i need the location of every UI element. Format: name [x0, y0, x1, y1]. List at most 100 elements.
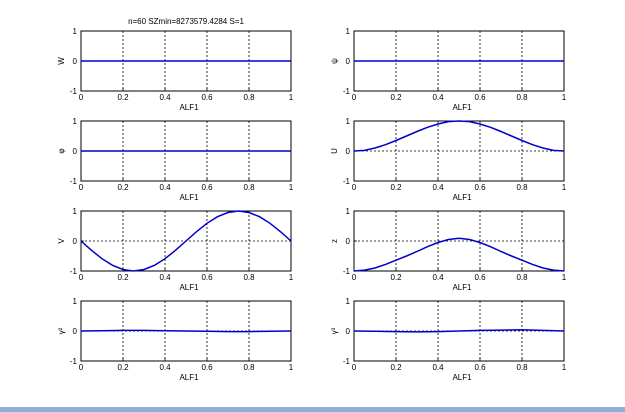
x-tick-label: 0.4 — [159, 363, 171, 372]
x-tick-label: 0.4 — [432, 183, 444, 192]
x-tick-label: 1 — [562, 183, 567, 192]
x-axis-label: ALF1 — [179, 283, 199, 292]
x-axis-label: ALF1 — [179, 193, 199, 202]
x-tick-label: 0.4 — [159, 183, 171, 192]
y-tick-label: 0 — [346, 237, 351, 246]
y-axis-label: γ³ — [330, 327, 339, 334]
x-tick-label: 0.8 — [243, 183, 255, 192]
y-axis-label: W — [57, 57, 66, 65]
series-line — [353, 329, 565, 333]
x-tick-label: 0.4 — [159, 273, 171, 282]
x-tick-label: 0.6 — [474, 93, 486, 102]
series-line — [353, 237, 565, 272]
x-tick-label: 0.2 — [117, 183, 129, 192]
y-tick-label: 1 — [346, 117, 351, 126]
x-tick-label: 0 — [79, 183, 84, 192]
y-tick-label: 1 — [73, 27, 78, 36]
x-tick-label: 0.8 — [243, 363, 255, 372]
y-tick-label: 0 — [73, 327, 78, 336]
x-tick-label: 0.8 — [516, 183, 528, 192]
x-tick-label: 0.8 — [516, 363, 528, 372]
y-tick-label: -1 — [343, 87, 351, 96]
x-tick-label: 0.2 — [390, 363, 402, 372]
y-tick-label: -1 — [70, 177, 78, 186]
x-tick-label: 0.8 — [516, 93, 528, 102]
x-tick-label: 1 — [289, 183, 294, 192]
y-tick-label: 1 — [346, 27, 351, 36]
x-tick-label: 0.2 — [390, 273, 402, 282]
x-tick-label: 0.8 — [243, 93, 255, 102]
x-tick-label: 0.6 — [474, 363, 486, 372]
x-tick-label: 0.4 — [159, 93, 171, 102]
y-tick-label: -1 — [343, 267, 351, 276]
figure-title: n=60 SZmin=8273579.4284 S=1 — [128, 17, 244, 26]
series-line — [80, 210, 292, 272]
x-tick-label: 0.2 — [390, 183, 402, 192]
x-tick-label: 1 — [289, 363, 294, 372]
y-tick-label: -1 — [70, 87, 78, 96]
x-axis-label: ALF1 — [179, 373, 199, 382]
x-tick-label: 0.2 — [117, 363, 129, 372]
x-tick-label: 1 — [289, 273, 294, 282]
x-tick-label: 0 — [352, 93, 357, 102]
y-tick-label: 0 — [73, 237, 78, 246]
series-line — [353, 120, 565, 152]
series-line — [80, 329, 292, 333]
y-axis-label: γ² — [57, 327, 66, 334]
x-tick-label: 0.6 — [474, 273, 486, 282]
x-tick-label: 0.4 — [432, 273, 444, 282]
y-tick-label: 0 — [73, 57, 78, 66]
x-axis-label: ALF1 — [452, 193, 472, 202]
x-tick-label: 0.6 — [201, 363, 213, 372]
y-tick-label: 1 — [73, 297, 78, 306]
x-tick-label: 0 — [352, 363, 357, 372]
y-tick-label: 1 — [346, 297, 351, 306]
x-tick-label: 0.2 — [117, 273, 129, 282]
x-tick-label: 0 — [79, 93, 84, 102]
x-tick-label: 0.8 — [243, 273, 255, 282]
x-tick-label: 1 — [562, 273, 567, 282]
y-tick-label: 1 — [73, 207, 78, 216]
x-tick-label: 0 — [352, 183, 357, 192]
x-axis-label: ALF1 — [452, 373, 472, 382]
y-axis-label: V — [57, 238, 66, 244]
y-tick-label: 0 — [73, 147, 78, 156]
y-tick-label: -1 — [70, 267, 78, 276]
x-tick-label: 0.6 — [474, 183, 486, 192]
x-tick-label: 0.6 — [201, 273, 213, 282]
y-tick-label: -1 — [343, 357, 351, 366]
x-tick-label: 0 — [352, 273, 357, 282]
x-axis-label: ALF1 — [452, 103, 472, 112]
x-tick-label: 0 — [79, 273, 84, 282]
y-axis-label: U — [330, 148, 339, 154]
y-tick-label: -1 — [343, 177, 351, 186]
y-tick-label: 1 — [73, 117, 78, 126]
x-tick-label: 0.2 — [390, 93, 402, 102]
x-tick-label: 1 — [562, 363, 567, 372]
y-tick-label: 0 — [346, 327, 351, 336]
y-tick-label: -1 — [70, 357, 78, 366]
y-axis-label: ψ — [330, 58, 339, 64]
x-tick-label: 1 — [289, 93, 294, 102]
y-tick-label: 1 — [346, 207, 351, 216]
x-tick-label: 0.6 — [201, 93, 213, 102]
x-tick-label: 0.4 — [432, 363, 444, 372]
y-tick-label: 0 — [346, 147, 351, 156]
window-bottom-bar — [0, 407, 625, 412]
x-tick-label: 0.8 — [516, 273, 528, 282]
x-axis-label: ALF1 — [452, 283, 472, 292]
x-tick-label: 0.6 — [201, 183, 213, 192]
y-axis-label: z — [330, 239, 339, 243]
y-axis-label: φ — [57, 148, 66, 153]
x-axis-label: ALF1 — [179, 103, 199, 112]
